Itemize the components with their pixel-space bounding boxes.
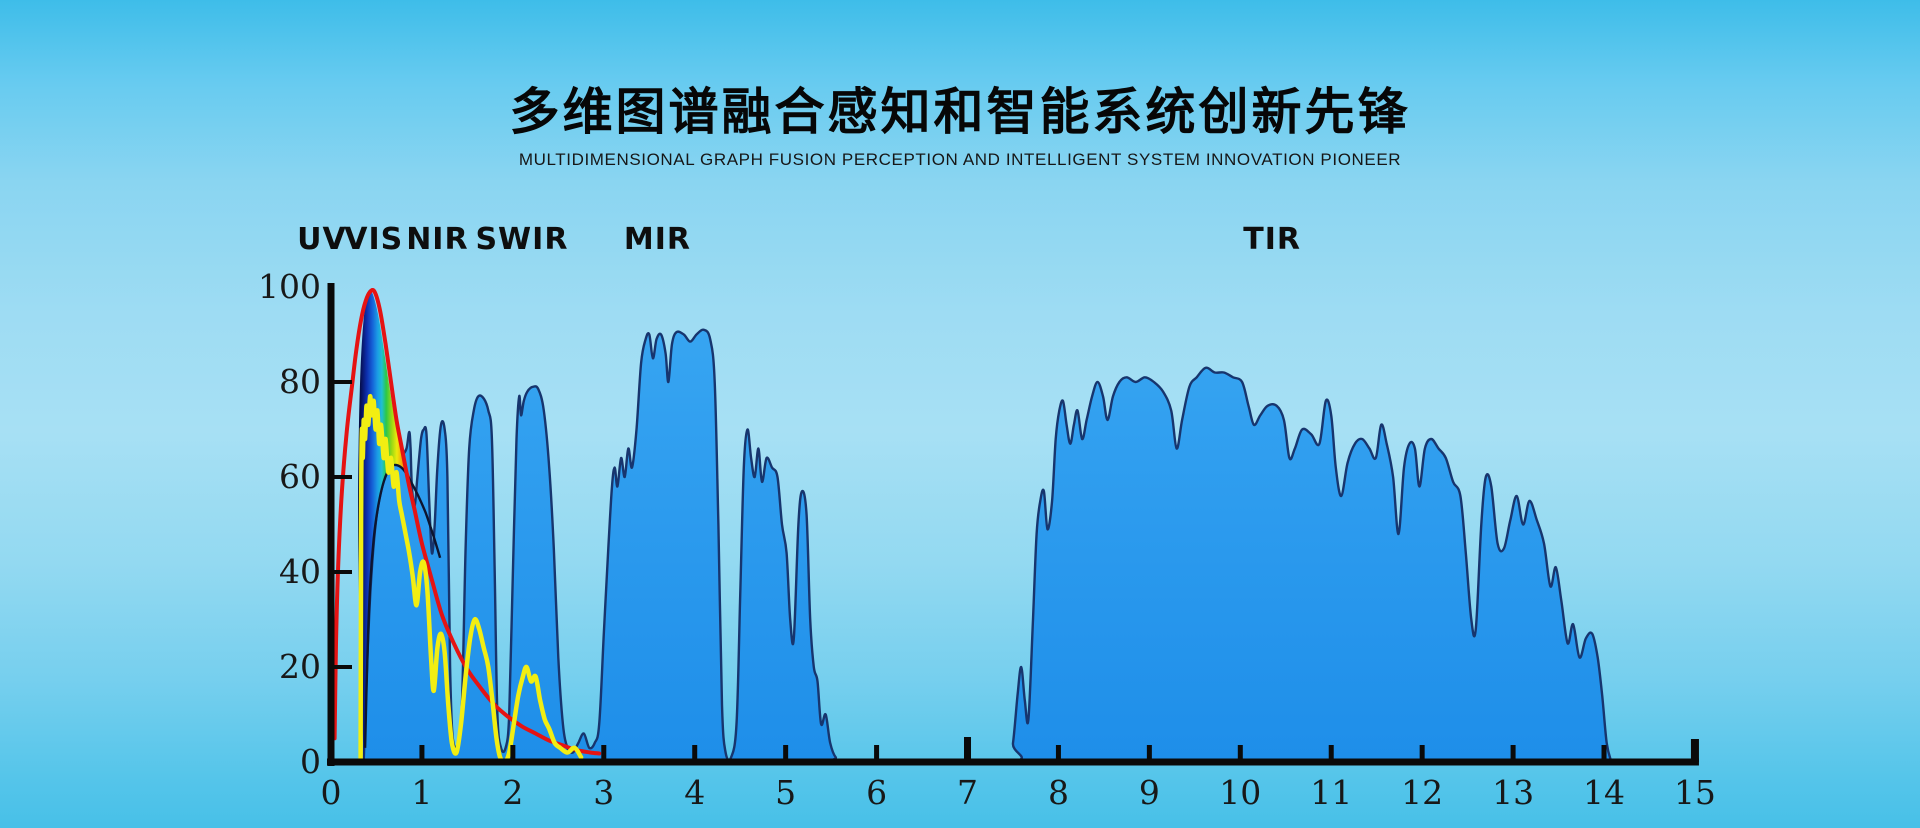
x-tick-label-1: 1 [411,773,432,812]
x-tick-9 [1146,745,1152,762]
y-tick-60 [331,475,352,479]
y-tick-20 [331,665,352,669]
x-tick-4 [692,745,698,762]
y-tick-80 [331,380,352,384]
band-label-uv: UV [297,222,347,257]
x-tick-label-10: 10 [1219,773,1261,812]
chart-series-layer [332,287,1613,765]
x-tick-label-7: 7 [957,773,978,812]
x-tick-label-14: 14 [1583,773,1625,812]
x-axis [327,758,1699,766]
x-tick-label-9: 9 [1139,773,1160,812]
x-tick-label-11: 11 [1310,773,1352,812]
x-tick-label-6: 6 [866,773,887,812]
x-tick-10 [1237,745,1243,762]
band-label-nir: NIR [406,222,469,257]
x-tick-6 [874,745,880,762]
x-tick-label-12: 12 [1401,773,1443,812]
x-tick-7 [964,737,972,762]
x-axis-end-riser [1690,739,1699,762]
y-tick-40 [331,570,352,574]
page-title: 多维图谱融合感知和智能系统创新先锋 [509,83,1411,141]
page-subtitle: MULTIDIMENSIONAL GRAPH FUSION PERCEPTION… [518,150,1402,169]
y-tick-label-0: 0 [300,742,321,781]
transmission-area [362,328,1613,765]
x-tick-13 [1510,745,1516,762]
ground-solar-curve [358,394,584,765]
y-tick-label-60: 60 [279,457,321,496]
band-label-mir: MIR [623,222,691,257]
x-tick-1 [419,745,425,762]
band-label-swir: SWIR [475,222,569,257]
x-tick-2 [510,745,516,762]
x-tick-11 [1328,745,1334,762]
y-tick-label-100: 100 [258,267,321,306]
y-tick-label-80: 80 [279,362,321,401]
band-label-vis: VIS [344,222,404,257]
x-tick-label-5: 5 [775,773,796,812]
x-tick-5 [783,745,789,762]
x-tick-3 [601,745,607,762]
band-label-tir: TIR [1243,222,1301,257]
x-tick-label-0: 0 [321,773,342,812]
x-tick-label-3: 3 [593,773,614,812]
x-tick-label-15: 15 [1674,773,1716,812]
x-tick-12 [1419,745,1425,762]
solar-envelope-curve [332,287,602,756]
x-tick-14 [1601,745,1607,762]
x-tick-label-2: 2 [502,773,523,812]
y-tick-label-20: 20 [279,647,321,686]
x-tick-label-13: 13 [1492,773,1534,812]
x-tick-label-8: 8 [1048,773,1069,812]
y-axis [327,283,335,766]
x-tick-8 [1055,745,1061,762]
y-tick-label-40: 40 [279,552,321,591]
x-tick-label-4: 4 [684,773,705,812]
